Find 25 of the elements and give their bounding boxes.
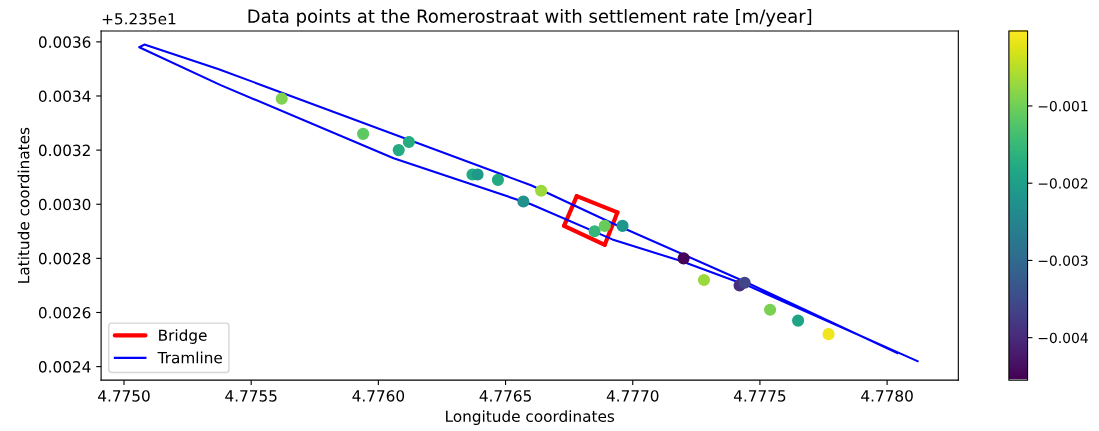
x-tick-label: 4.7760 [352,390,405,402]
chart-title: Data points at the Romerostraat with settlement rate [m/year] [248,8,812,27]
text: +5.235e1 [102,13,176,25]
x-tick-label: 4.7775 [733,390,786,402]
x-axis-title: Longitude coordinates [446,410,615,425]
color-bar-label: −0.002 [1038,178,1088,189]
legend-label: Tramline [157,351,222,364]
x-tick-label: 4.7765 [479,390,531,402]
color-bar-label: −0.003 [1038,255,1088,266]
y-tick-label: 0.0032 [38,144,90,157]
line-series [138,43,919,363]
legend-label: Bridge [159,329,207,344]
color-bar-label: −0.004 [1038,332,1088,344]
x-tick-label: 4.7750 [98,390,150,402]
y-tick-label: 0.0026 [38,306,91,319]
y-tick-label: 0.0028 [38,252,91,265]
y-tick-label: 0.0036 [38,36,91,48]
x-tick-label: 4.7770 [606,390,659,402]
y-tick-label: 0.0034 [38,90,91,102]
y-tick-label: 0.0024 [38,361,91,373]
x-tick-label: 4.7755 [225,390,277,402]
color-bar-label: −0.001 [1038,100,1088,112]
y-tick-label: 0.0030 [38,198,91,211]
y-axis-title: Latitude coordinates [17,127,30,283]
x-tick-label: 4.7780 [861,390,913,402]
